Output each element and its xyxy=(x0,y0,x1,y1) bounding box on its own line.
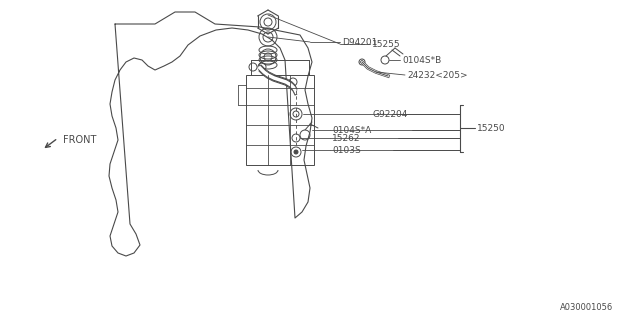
Text: FRONT: FRONT xyxy=(63,135,97,145)
Text: A030001056: A030001056 xyxy=(560,303,613,313)
Text: 0104S*A: 0104S*A xyxy=(332,125,371,134)
Circle shape xyxy=(294,150,298,154)
Bar xyxy=(246,75,314,165)
Text: 15250: 15250 xyxy=(477,124,506,132)
Text: 15255: 15255 xyxy=(372,39,401,49)
Text: 0104S*B: 0104S*B xyxy=(402,55,441,65)
Text: G92204: G92204 xyxy=(372,109,408,118)
Text: 0103S: 0103S xyxy=(332,146,361,155)
Text: 15262: 15262 xyxy=(332,133,360,142)
Text: 24232<205>: 24232<205> xyxy=(407,70,468,79)
Text: D94201: D94201 xyxy=(342,37,378,46)
